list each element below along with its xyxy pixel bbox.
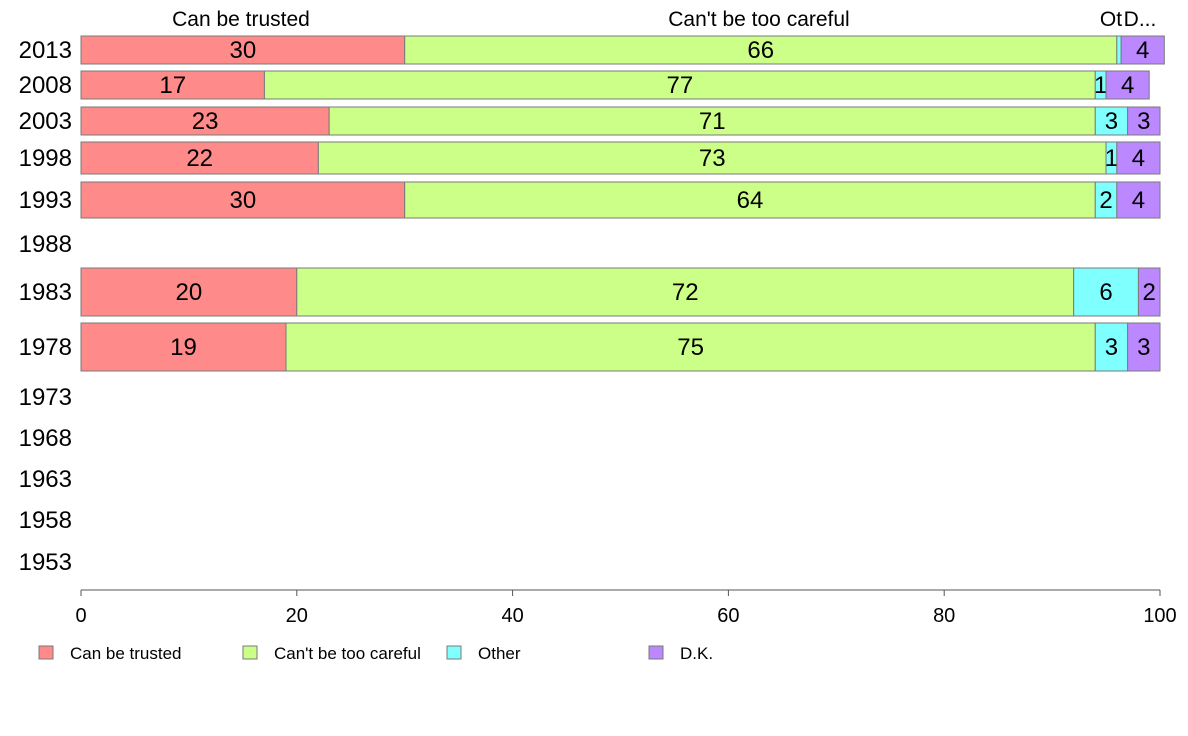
bar-d-k-1993 [1116,181,1161,219]
bar-can-t-be-too-careful-2013 [404,35,1118,65]
x-tick-label: 0 [75,605,86,627]
bar-other-2003 [1094,106,1129,136]
y-tick-label: 1953 [19,549,72,576]
y-tick-label: 1968 [19,425,72,452]
bar-can-be-trusted-1978 [80,322,287,372]
bar-can-be-trusted-2013 [80,35,406,65]
data-label: 2 [1099,187,1112,214]
data-label: 77 [666,72,693,99]
y-tick-label: 1983 [19,279,72,306]
bar-can-t-be-too-careful-2008 [263,70,1096,100]
bar-d-k-1998 [1116,141,1161,175]
data-label: 6 [1099,279,1112,306]
column-header-4: D... [1124,8,1157,31]
data-label: 3 [1105,108,1118,135]
x-axis: 0 20 40 60 80 100 [75,589,1177,627]
bar-can-t-be-too-careful-2003 [328,106,1096,136]
legend-swatch-other [446,645,462,660]
y-tick-label: 1998 [19,145,72,172]
y-axis-labels: 2013 2008 2003 1998 1993 1988 1983 1978 1973 1968… [19,37,72,576]
bar-other-2013 [1116,35,1122,65]
bar-d-k-2008 [1105,70,1150,100]
y-tick-label: 1973 [19,384,72,411]
bars: 30 66 417 77 1 423 71 3 322 73 1 430 64 2 420 72 6 219 75 3… [80,35,1165,372]
data-label: 17 [159,72,186,99]
data-label: 20 [176,279,203,306]
y-tick-label: 1978 [19,334,72,361]
y-tick-label: 1963 [19,466,72,493]
data-label: 4 [1121,72,1134,99]
x-tick-label: 40 [501,605,523,627]
data-label: 4 [1132,187,1145,214]
legend-swatch-d-k [648,645,664,660]
bar-d-k-2013 [1120,35,1165,65]
data-label: 4 [1132,145,1145,172]
bar-can-t-be-too-careful-1993 [404,181,1096,219]
column-header-1: Can be trusted [172,8,310,31]
y-tick-label: 2008 [19,72,72,99]
bar-can-be-trusted-2003 [80,106,330,136]
legend: Can be trusted Can't be too careful Other D… [38,644,713,663]
legend-swatch-can-be-trusted [38,645,54,660]
y-tick-label: 1958 [19,507,72,534]
column-header-3: Ot [1100,8,1122,31]
data-label: 75 [677,334,704,361]
data-label: 73 [699,145,726,172]
column-headers: Can be trusted Can't be too careful Ot D... [172,8,1156,31]
x-tick-label: 100 [1143,605,1176,627]
data-label: 64 [737,187,764,214]
y-tick-label: 1993 [19,187,72,214]
bar-d-k-1983 [1137,267,1161,317]
data-label: 1 [1094,72,1107,99]
data-label: 30 [229,37,256,64]
column-header-2: Can't be too careful [668,8,849,31]
data-label: 72 [672,279,699,306]
data-label: 19 [170,334,197,361]
y-tick-label: 2013 [19,37,72,64]
bar-can-be-trusted-1993 [80,181,406,219]
data-label: 2 [1143,279,1156,306]
x-tick-label: 80 [933,605,955,627]
data-label: 1 [1105,145,1118,172]
bar-d-k-1978 [1127,322,1161,372]
data-label: 71 [699,108,726,135]
x-tick-label: 20 [286,605,308,627]
data-label: 30 [229,187,256,214]
legend-swatch-can-t-be-too-careful [242,645,258,660]
bar-d-k-2003 [1127,106,1161,136]
data-label: 3 [1137,108,1150,135]
legend-label-d-k: D.K. [680,644,713,663]
legend-label-can-be-trusted: Can be trusted [70,644,182,663]
bar-can-t-be-too-careful-1998 [317,141,1107,175]
legend-label-can-t-be-too-careful: Can't be too careful [274,644,421,663]
data-label: 66 [747,37,774,64]
bar-can-t-be-too-careful-1978 [285,322,1096,372]
legend-label-other: Other [478,644,521,663]
data-label: 3 [1137,334,1150,361]
bar-other-1983 [1073,267,1139,317]
y-tick-label: 2003 [19,108,72,135]
data-label: 22 [186,145,213,172]
data-label: 4 [1136,37,1149,64]
data-label: 3 [1105,334,1118,361]
y-tick-label: 1988 [19,231,72,258]
data-label: 23 [192,108,219,135]
bar-can-be-trusted-1983 [80,267,298,317]
bar-other-1978 [1094,322,1129,372]
x-tick-label: 60 [717,605,739,627]
bar-can-be-trusted-1998 [80,141,319,175]
